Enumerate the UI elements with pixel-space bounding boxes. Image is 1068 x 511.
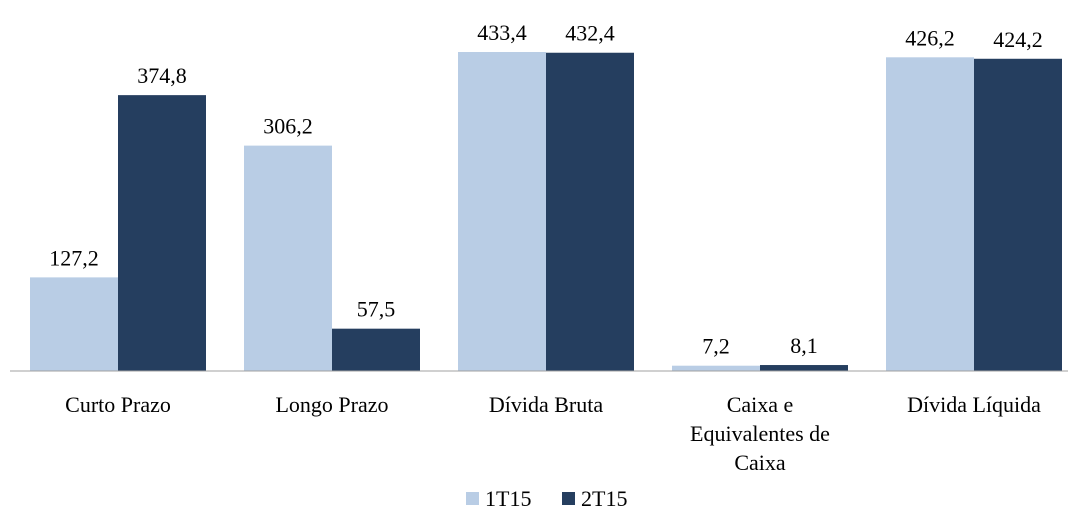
- x-tick-label: Caixa e Equivalentes de Caixa: [690, 392, 830, 475]
- x-tick-label: Dívida Bruta: [488, 392, 604, 417]
- data-label: 306,2: [263, 114, 313, 139]
- bar: [760, 365, 848, 371]
- x-tick-label: Curto Prazo: [65, 392, 171, 417]
- bar: [458, 52, 546, 371]
- data-label: 8,1: [790, 333, 818, 358]
- data-label: 57,5: [357, 297, 396, 322]
- data-label: 426,2: [905, 25, 955, 50]
- bar: [30, 277, 118, 371]
- x-tick-label: Longo Prazo: [275, 392, 389, 417]
- bar: [332, 328, 420, 371]
- legend-swatch: [466, 492, 479, 505]
- data-label: 7,2: [702, 334, 730, 359]
- bar: [244, 145, 332, 371]
- bar: [672, 365, 760, 371]
- bar: [974, 58, 1062, 371]
- legend-label: 1T15: [485, 486, 531, 511]
- data-label: 374,8: [137, 63, 187, 88]
- data-label: 424,2: [993, 27, 1043, 52]
- data-label: 433,4: [477, 20, 527, 45]
- bar: [546, 52, 634, 371]
- legend-swatch: [562, 492, 575, 505]
- legend-label: 2T15: [581, 486, 627, 511]
- bar: [118, 95, 206, 371]
- data-label: 432,4: [565, 21, 615, 46]
- data-label: 127,2: [49, 245, 99, 270]
- bar: [886, 57, 974, 371]
- x-tick-label: Dívida Líquida: [907, 392, 1041, 417]
